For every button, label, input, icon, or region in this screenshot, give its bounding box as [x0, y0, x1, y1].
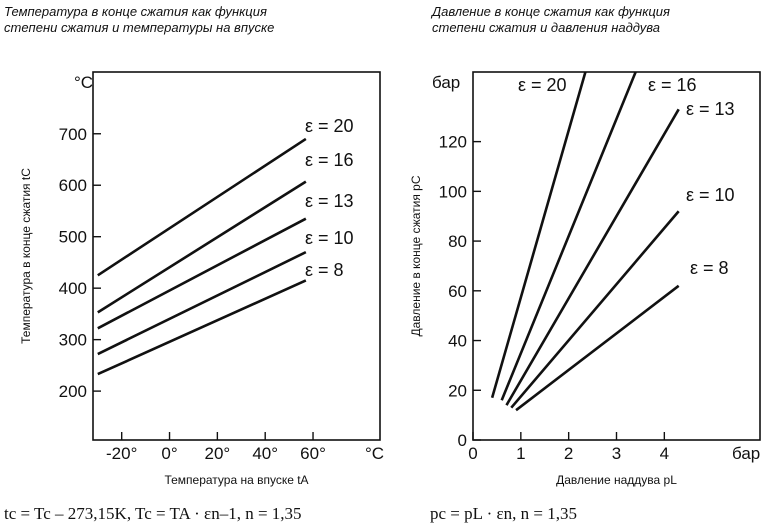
- y-tick-label: 400: [59, 279, 87, 298]
- x-axis-label: Температура на впуске tA: [164, 473, 308, 487]
- series-line-4: [97, 250, 307, 356]
- x-tick-label: 60°: [300, 444, 326, 463]
- series-label-5: ε = 8: [690, 258, 729, 278]
- series-line-2: [97, 180, 307, 314]
- x-tick-label: 1: [516, 444, 525, 463]
- y-tick-label: 20: [448, 381, 467, 400]
- left-title-line-2: степени сжатия и температуры на впуске: [4, 20, 275, 35]
- right-chart: 0 20 40 60 80 100 120 бар 0 1 2 3 4 бар Давление надду…: [409, 71, 761, 487]
- x-tick-label: 2: [564, 444, 573, 463]
- left-formula: tc = Tc – 273,15K, Tc = TA · εn–1, n = 1…: [4, 504, 302, 523]
- series-line-2: [500, 72, 637, 401]
- series-label-5: ε = 8: [305, 260, 344, 280]
- right-formula: pc = pL · εn, n = 1,35: [430, 504, 578, 523]
- y-tick-label: 300: [59, 331, 87, 350]
- y-tick-label: 600: [59, 176, 87, 195]
- series-label-4: ε = 10: [686, 185, 735, 205]
- y-tick-label: 200: [59, 382, 87, 401]
- series-line-5: [97, 279, 307, 376]
- right-title-line-2: степени сжатия и давления наддува: [432, 20, 661, 35]
- plot-frame: [472, 71, 761, 441]
- series-line-4: [510, 210, 680, 409]
- series-label-3: ε = 13: [686, 99, 735, 119]
- y-unit-label: бар: [432, 73, 460, 92]
- right-title-line-1: Давление в конце сжатия как функция: [432, 4, 670, 19]
- x-tick-label: 4: [660, 444, 669, 463]
- x-unit-label: °C: [365, 444, 384, 463]
- series-line-3: [505, 108, 680, 406]
- left-chart: 200 300 400 500 600 700 °C -20° 0° 20° 40° 60° °C Тем…: [19, 71, 384, 487]
- x-tick-label: 0: [468, 444, 477, 463]
- x-tick-label: -20°: [106, 444, 137, 463]
- series-label-3: ε = 13: [305, 191, 354, 211]
- series-label-2: ε = 16: [648, 75, 697, 95]
- y-axis-label: Температура в конце сжатия tC: [19, 168, 33, 344]
- series-line-3: [97, 217, 307, 330]
- series-line-1: [97, 137, 307, 277]
- series-line-5: [515, 284, 680, 412]
- x-unit-label: бар: [732, 444, 760, 463]
- x-tick-label: 3: [612, 444, 621, 463]
- y-tick-label: 40: [448, 332, 467, 351]
- left-chart-title: Температура в конце сжатия как функция с…: [4, 4, 274, 36]
- y-unit-label: °C: [74, 73, 93, 92]
- series-label-2: ε = 16: [305, 150, 354, 170]
- left-title-line-1: Температура в конце сжатия как функция: [4, 4, 267, 19]
- y-tick-label: 100: [439, 182, 467, 201]
- series-label-1: ε = 20: [305, 116, 354, 136]
- x-tick-label: 20°: [205, 444, 231, 463]
- series-label-1: ε = 20: [518, 75, 567, 95]
- y-tick-label: 700: [59, 125, 87, 144]
- y-tick-label: 120: [439, 133, 467, 152]
- x-axis-label: Давление наддува pL: [556, 473, 677, 487]
- series-label-4: ε = 10: [305, 228, 354, 248]
- right-chart-title: Давление в конце сжатия как функция степ…: [432, 4, 670, 36]
- series-line-1: [490, 72, 587, 399]
- y-tick-label: 0: [458, 431, 467, 450]
- y-tick-label: 60: [448, 282, 467, 301]
- plot-frame: [92, 71, 381, 441]
- y-axis-label: Давление в конце сжатия pC: [409, 175, 423, 336]
- x-tick-label: 0°: [161, 444, 177, 463]
- y-tick-label: 80: [448, 232, 467, 251]
- x-tick-label: 40°: [252, 444, 278, 463]
- y-tick-label: 500: [59, 228, 87, 247]
